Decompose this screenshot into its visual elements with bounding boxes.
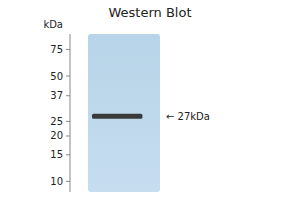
bands [92, 114, 142, 119]
lane [88, 34, 160, 192]
title: Western Blot [108, 5, 191, 20]
y-tick [66, 181, 70, 182]
y-axis-line [70, 34, 71, 192]
y-tick-label: 50 [50, 71, 63, 82]
y-tick-label: 75 [50, 44, 63, 55]
y-tick [66, 154, 70, 155]
band-label: ← 27kDa [166, 111, 210, 122]
y-tick [66, 95, 70, 96]
y-tick [66, 135, 70, 136]
y-tick [66, 49, 70, 50]
y-tick-label: 20 [50, 130, 63, 141]
y-tick-label: 37 [50, 90, 63, 101]
y-tick-label: 10 [50, 176, 63, 187]
band [92, 114, 142, 119]
y-tick-label: 25 [50, 116, 63, 127]
y-axis-label: kDa [43, 19, 63, 30]
y-tick [66, 121, 70, 122]
y-tick [66, 76, 70, 77]
y-tick-label: 15 [50, 149, 63, 160]
